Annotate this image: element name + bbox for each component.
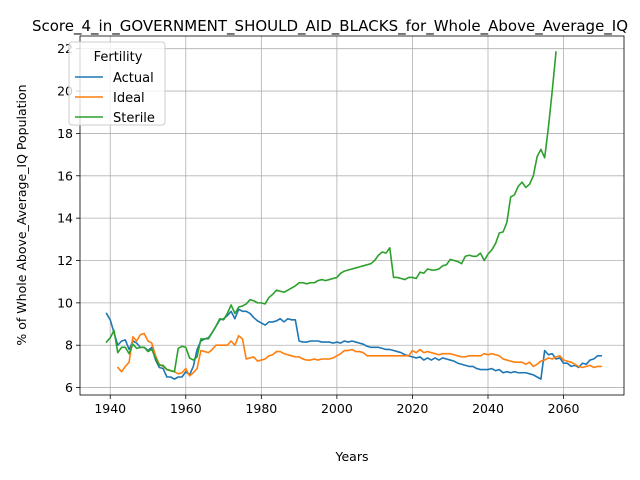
y-tick-label: 14	[57, 211, 73, 226]
x-axis: 1940 1960 1980 2000 2020 2040 2060	[94, 395, 580, 416]
y-tick-label: 8	[65, 338, 73, 353]
legend: Fertility Actual Ideal Sterile	[68, 41, 166, 126]
x-tick-label: 2020	[397, 401, 429, 416]
legend-label-actual: Actual	[113, 71, 154, 86]
legend-label-ideal: Ideal	[113, 91, 145, 106]
x-tick-label: 1960	[170, 401, 202, 416]
plot-frame	[79, 35, 625, 396]
series-line-actual	[105, 308, 603, 380]
series-line-ideal	[116, 332, 603, 377]
x-tick-label: 2040	[472, 401, 504, 416]
y-tick-label: 16	[57, 168, 73, 183]
legend-label-sterile: Sterile	[113, 111, 155, 126]
y-tick-label: 10	[57, 295, 73, 310]
x-tick-label: 2060	[548, 401, 580, 416]
y-tick-label: 18	[57, 126, 73, 141]
legend-box	[68, 41, 166, 126]
y-axis-label: % of Whole Above_Average_IQ Population	[14, 84, 29, 345]
x-tick-label: 1940	[94, 401, 126, 416]
x-tick-label: 2000	[321, 401, 353, 416]
chart-title: Score_4_in_GOVERNMENT_SHOULD_AID_BLACKS_…	[32, 17, 628, 36]
series-line-sterile	[105, 51, 557, 373]
y-tick-label: 12	[57, 253, 73, 268]
legend-title: Fertility	[94, 50, 143, 65]
y-tick-label: 6	[65, 380, 73, 395]
series-layer	[105, 51, 603, 380]
x-tick-label: 1980	[245, 401, 277, 416]
x-axis-label: Years	[335, 449, 369, 464]
